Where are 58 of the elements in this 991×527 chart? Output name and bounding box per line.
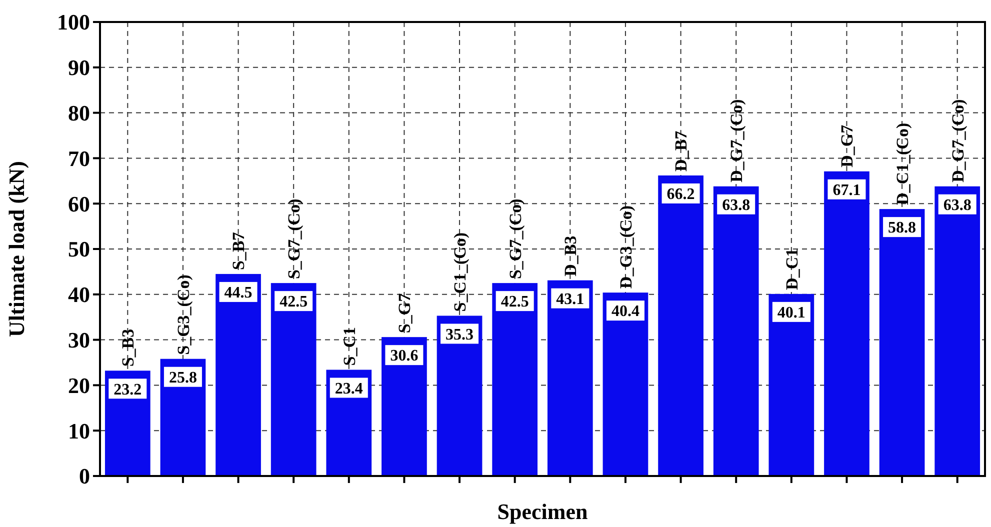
y-axis-title: Ultimate load (kN) (4, 161, 29, 337)
data-label: 40.4 (611, 303, 640, 320)
bar (768, 294, 814, 476)
bar (658, 175, 704, 476)
x-tick-label: S_C1 (340, 327, 359, 366)
data-label: 63.8 (722, 196, 750, 214)
y-tick-label: 70 (68, 146, 90, 171)
x-tick-label: S_B3 (118, 328, 138, 367)
x-tick-label: D_C1 (782, 248, 802, 290)
x-tick-label: D_G7_(Co) (948, 99, 968, 182)
x-tick-label: S_C1_(Co) (450, 232, 470, 312)
data-label: 66.2 (666, 186, 695, 204)
x-axis-title: Specimen (497, 499, 588, 524)
x-tick-label: S_G7 (395, 292, 414, 334)
y-tick-label: 10 (68, 418, 90, 444)
x-tick-label: D_B7 (672, 130, 691, 172)
y-tick-label: 100 (57, 10, 90, 35)
data-label: 30.6 (390, 348, 418, 365)
data-label: 42.5 (500, 294, 529, 311)
x-tick-label: D_G7_(Co) (727, 99, 746, 182)
x-tick-label: S_G3_(Co) (174, 274, 193, 355)
data-label: 23.4 (334, 380, 363, 398)
bar (547, 280, 593, 476)
data-label: 43.1 (556, 290, 584, 308)
bar (713, 186, 759, 476)
data-label: 25.8 (168, 369, 197, 386)
y-tick-label: 60 (68, 191, 90, 216)
y-tick-label: 90 (68, 55, 90, 80)
data-label: 23.2 (114, 381, 142, 398)
x-tick-label: D_G7 (838, 124, 857, 168)
x-tick-label: S_B7 (229, 232, 248, 270)
data-label: 35.3 (446, 326, 474, 344)
data-label: 42.5 (280, 294, 308, 311)
x-tick-label: D_B3 (561, 236, 580, 276)
bar (492, 283, 538, 476)
y-tick-label: 30 (68, 328, 90, 352)
x-tick-label: D_C1_(Co) (892, 122, 912, 206)
data-label: 44.5 (224, 284, 252, 302)
bar (436, 316, 482, 476)
bar (879, 209, 925, 476)
y-tick-label: 0 (79, 464, 90, 489)
bar (382, 337, 427, 476)
x-tick-label: S_G7_(Co) (506, 198, 525, 280)
x-tick-label: D_G3_(Co) (616, 205, 636, 289)
data-label: 67.1 (832, 182, 861, 199)
data-label: 58.8 (888, 220, 916, 237)
y-tick-label: 20 (68, 372, 90, 398)
y-tick-label: 80 (68, 100, 90, 126)
bar (934, 186, 980, 476)
bar (824, 171, 870, 476)
bar (270, 283, 316, 476)
bar (216, 274, 261, 476)
data-label: 40.1 (777, 304, 806, 322)
y-tick-label: 40 (68, 282, 90, 308)
data-label: 63.8 (943, 196, 972, 214)
y-tick-label: 50 (68, 236, 90, 262)
x-tick-label: S_G7_(Co) (284, 198, 304, 280)
bar (602, 292, 648, 476)
